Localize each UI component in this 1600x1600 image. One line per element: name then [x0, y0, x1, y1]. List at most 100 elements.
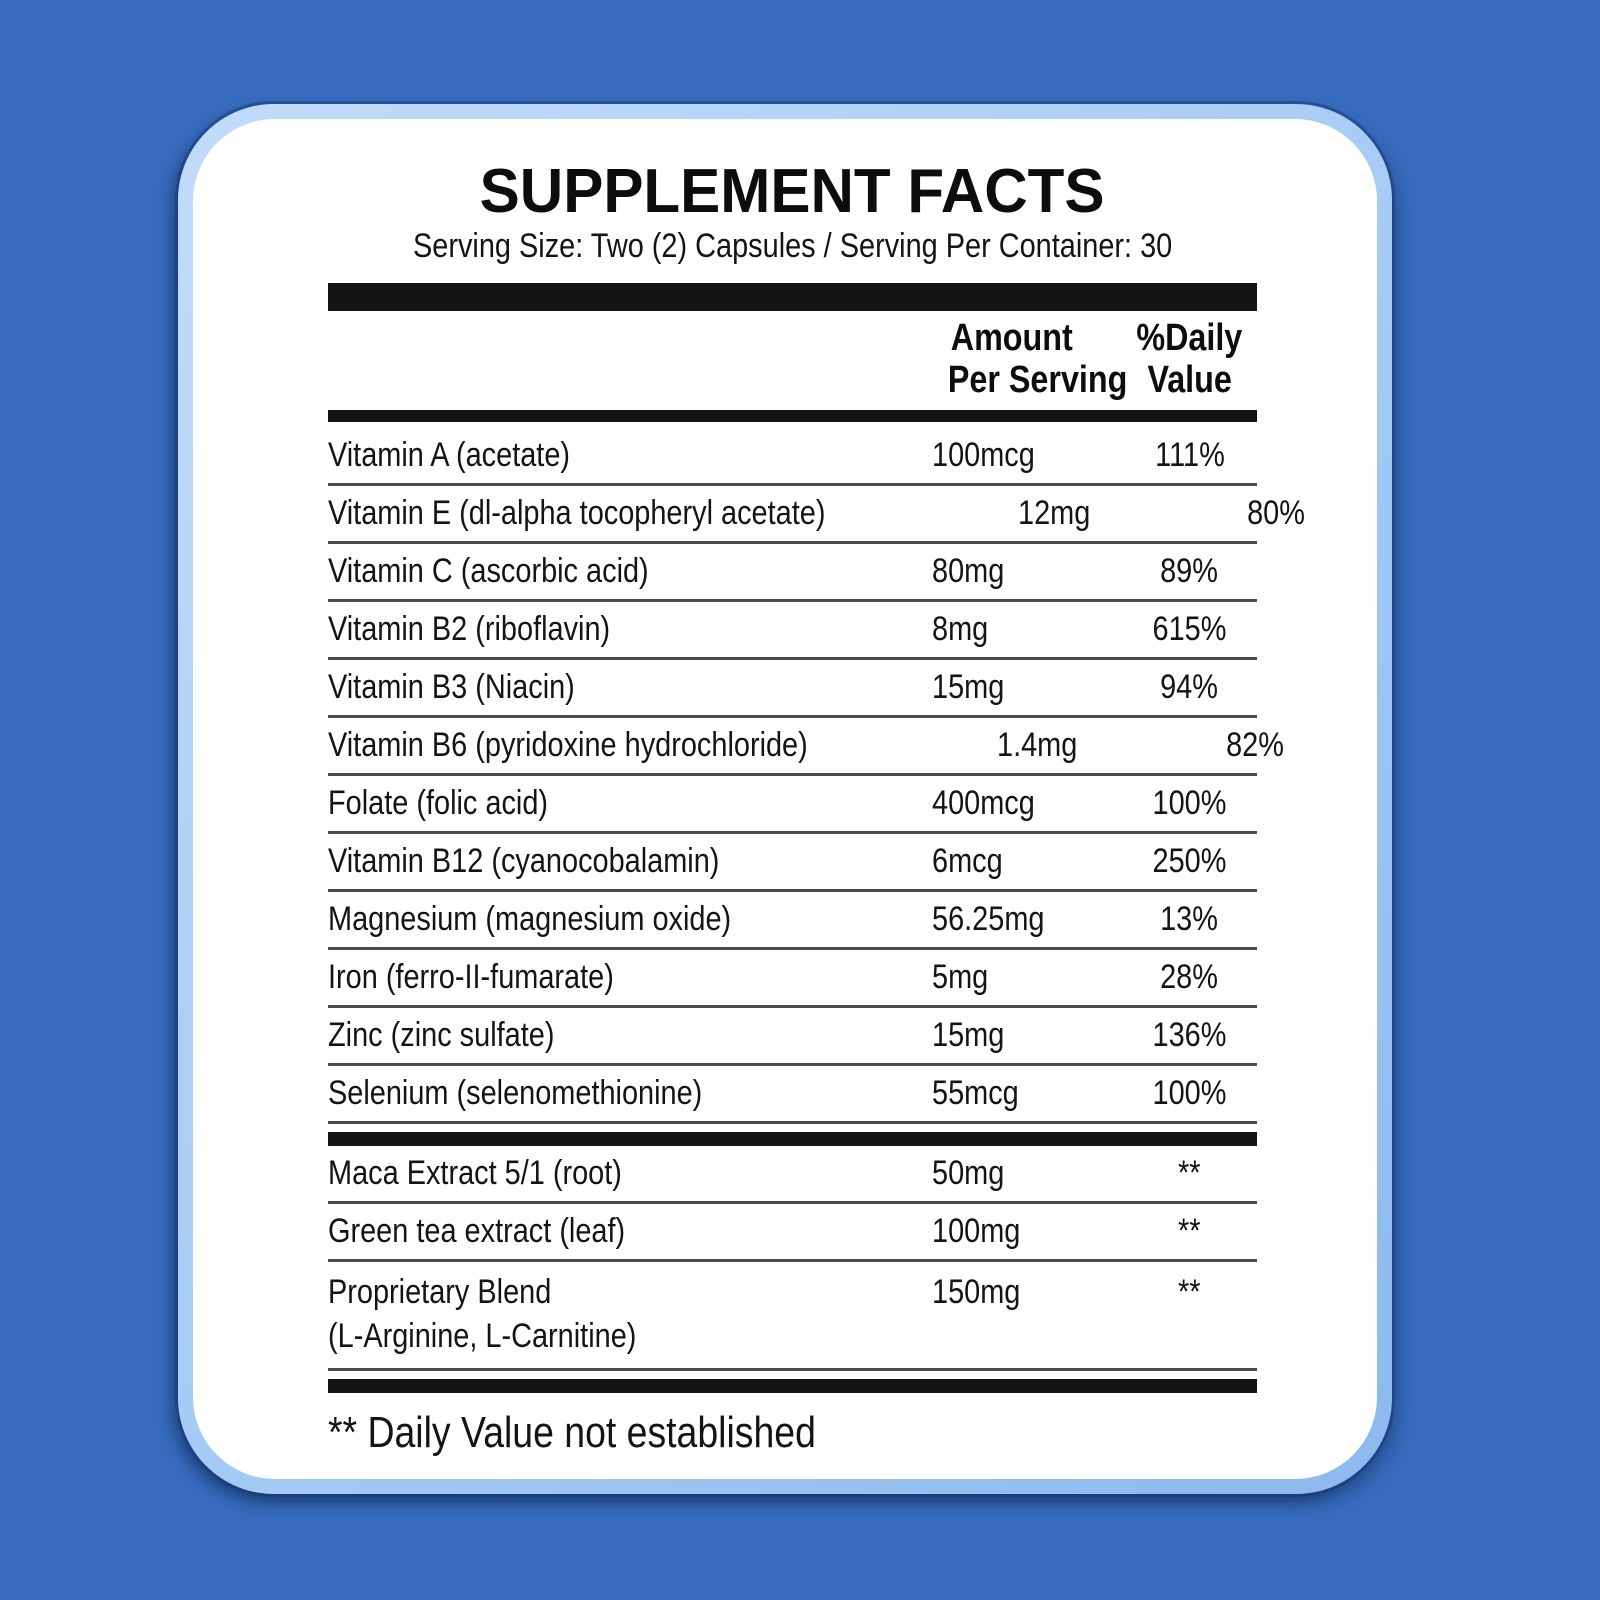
amount-cell: 80mg	[827, 549, 1092, 593]
ingredient-name-cell: Folate (folic acid)	[328, 777, 827, 829]
vitamins-minerals-section: Vitamin A (acetate) 100mcg 111% Vitamin …	[328, 422, 1305, 1124]
ingredient-name-line2: (L-Arginine, L-Carnitine)	[328, 1317, 637, 1356]
ingredient-name: Vitamin B3 (Niacin)	[328, 668, 575, 707]
ingredient-name: Green tea extract (leaf)	[328, 1212, 626, 1251]
daily-value-cell: **	[1092, 1262, 1257, 1314]
amount-value: 12mg	[1018, 494, 1091, 533]
amount-cell: 100mcg	[827, 433, 1092, 477]
daily-header-line2: Value	[1147, 359, 1232, 402]
daily-value: 89%	[1160, 552, 1219, 591]
ingredient-name: Vitamin B6 (pyridoxine hydrochloride)	[328, 726, 808, 765]
table-header-row: Amount Per Serving %Daily Value	[328, 311, 1257, 410]
amount-value: 1.4mg	[997, 726, 1078, 765]
table-row: Vitamin B6 (pyridoxine hydrochloride) 1.…	[328, 718, 1284, 776]
serving-size-text: Serving Size: Two (2) Capsules / Serving…	[328, 226, 1257, 267]
label-panel: SUPPLEMENT FACTS Serving Size: Two (2) C…	[193, 119, 1377, 1479]
ingredient-name-cell: Proprietary Blend (L-Arginine, L-Carniti…	[328, 1262, 827, 1368]
ingredient-name: Vitamin E (dl-alpha tocopheryl acetate)	[328, 494, 826, 533]
divider-bar-header	[328, 409, 1257, 422]
daily-value-cell: 250%	[1092, 839, 1257, 883]
table-row: Vitamin B3 (Niacin) 15mg 94%	[328, 660, 1257, 718]
amount-cell: 400mcg	[827, 781, 1092, 825]
daily-value-footnote-text: ** Daily Value not established	[328, 1408, 816, 1458]
table-row: Vitamin C (ascorbic acid) 80mg 89%	[328, 544, 1257, 602]
amount-value: 6mcg	[932, 842, 1003, 881]
amount-header-line2: Per Serving	[947, 359, 1128, 402]
daily-value-cell: 89%	[1092, 549, 1257, 593]
ingredient-name-cell: Maca Extract 5/1 (root)	[328, 1147, 827, 1199]
daily-value-cell: **	[1092, 1151, 1257, 1195]
daily-value: 28%	[1160, 958, 1219, 997]
amount-cell: 55mcg	[827, 1071, 1092, 1115]
table-row: Vitamin A (acetate) 100mcg 111%	[328, 428, 1257, 486]
amount-value: 50mg	[932, 1154, 1005, 1193]
daily-value: 615%	[1152, 610, 1227, 649]
ingredient-name-cell: Vitamin B2 (riboflavin)	[328, 603, 827, 655]
daily-value-cell: 615%	[1092, 607, 1257, 651]
amount-value: 80mg	[932, 552, 1005, 591]
daily-value: 13%	[1160, 900, 1219, 939]
table-row: Maca Extract 5/1 (root) 50mg **	[328, 1146, 1257, 1204]
daily-value-cell: 100%	[1092, 781, 1257, 825]
amount-cell: 1.4mg	[892, 723, 1157, 767]
amount-value: 400mcg	[932, 784, 1035, 823]
ingredient-name-cell: Zinc (zinc sulfate)	[328, 1009, 827, 1061]
daily-value: 94%	[1160, 668, 1219, 707]
amount-cell: 15mg	[827, 1013, 1092, 1057]
table-row: Folate (folic acid) 400mcg 100%	[328, 776, 1257, 834]
ingredient-name-cell: Vitamin E (dl-alpha tocopheryl acetate)	[328, 487, 913, 539]
amount-value: 15mg	[932, 668, 1005, 707]
ingredient-name: Vitamin C (ascorbic acid)	[328, 552, 649, 591]
page-title: SUPPLEMENT FACTS	[328, 159, 1257, 224]
table-row: Vitamin B12 (cyanocobalamin) 6mcg 250%	[328, 834, 1257, 892]
amount-cell: 100mg	[827, 1209, 1092, 1253]
table-row: Iron (ferro-II-fumarate) 5mg 28%	[328, 950, 1257, 1008]
daily-value-cell: 28%	[1092, 955, 1257, 999]
daily-value: 82%	[1225, 726, 1284, 765]
ingredient-name-cell: Vitamin C (ascorbic acid)	[328, 545, 827, 597]
label-content: SUPPLEMENT FACTS Serving Size: Two (2) C…	[328, 119, 1305, 1479]
divider-bar-top	[328, 282, 1257, 311]
amount-per-serving-header: Amount Per Serving	[827, 317, 1128, 402]
extracts-section: Maca Extract 5/1 (root) 50mg ** Green te…	[328, 1146, 1257, 1372]
amount-cell: 15mg	[827, 665, 1092, 709]
ingredient-name-cell: Green tea extract (leaf)	[328, 1205, 827, 1257]
amount-cell: 50mg	[827, 1151, 1092, 1195]
amount-cell: 6mcg	[827, 839, 1092, 883]
ingredient-name: Vitamin B12 (cyanocobalamin)	[328, 842, 720, 881]
ingredient-name-cell: Vitamin A (acetate)	[328, 429, 827, 481]
percent-daily-value-header: %Daily Value	[1092, 317, 1257, 402]
daily-value: **	[1178, 1212, 1201, 1251]
daily-value: **	[1178, 1154, 1201, 1193]
daily-value: **	[1178, 1272, 1201, 1311]
amount-value: 100mg	[932, 1212, 1021, 1251]
daily-value-cell: **	[1092, 1209, 1257, 1253]
ingredient-name: Vitamin B2 (riboflavin)	[328, 610, 611, 649]
daily-value-cell: 111%	[1092, 433, 1257, 477]
amount-value: 56.25mg	[932, 900, 1045, 939]
ingredient-name-cell: Vitamin B12 (cyanocobalamin)	[328, 835, 827, 887]
ingredient-name: Iron (ferro-II-fumarate)	[328, 958, 614, 997]
ingredient-name-cell: Magnesium (magnesium oxide)	[328, 893, 827, 945]
daily-header-line1: %Daily	[1136, 316, 1243, 359]
ingredient-name: Vitamin A (acetate)	[328, 436, 571, 475]
amount-value: 55mcg	[932, 1074, 1019, 1113]
daily-value-cell: 13%	[1092, 897, 1257, 941]
amount-value: 150mg	[932, 1272, 1021, 1311]
ingredient-name: Folate (folic acid)	[328, 784, 549, 823]
amount-value: 100mcg	[932, 436, 1035, 475]
ingredient-name: Proprietary Blend	[328, 1272, 552, 1311]
daily-value-cell: 100%	[1092, 1071, 1257, 1115]
divider-bar-section	[328, 1131, 1257, 1146]
daily-value: 100%	[1152, 784, 1227, 823]
ingredient-name: Magnesium (magnesium oxide)	[328, 900, 732, 939]
daily-value-cell: 80%	[1178, 491, 1343, 535]
table-row: Proprietary Blend (L-Arginine, L-Carniti…	[328, 1262, 1257, 1372]
daily-value-footnote: ** Daily Value not established	[328, 1408, 1257, 1458]
serving-size-text-inner: Serving Size: Two (2) Capsules / Serving…	[412, 227, 1173, 266]
daily-value-cell: 94%	[1092, 665, 1257, 709]
daily-value: 111%	[1154, 436, 1225, 475]
amount-value: 8mg	[932, 610, 989, 649]
page-title-text: SUPPLEMENT FACTS	[480, 157, 1105, 226]
table-row: Magnesium (magnesium oxide) 56.25mg 13%	[328, 892, 1257, 950]
